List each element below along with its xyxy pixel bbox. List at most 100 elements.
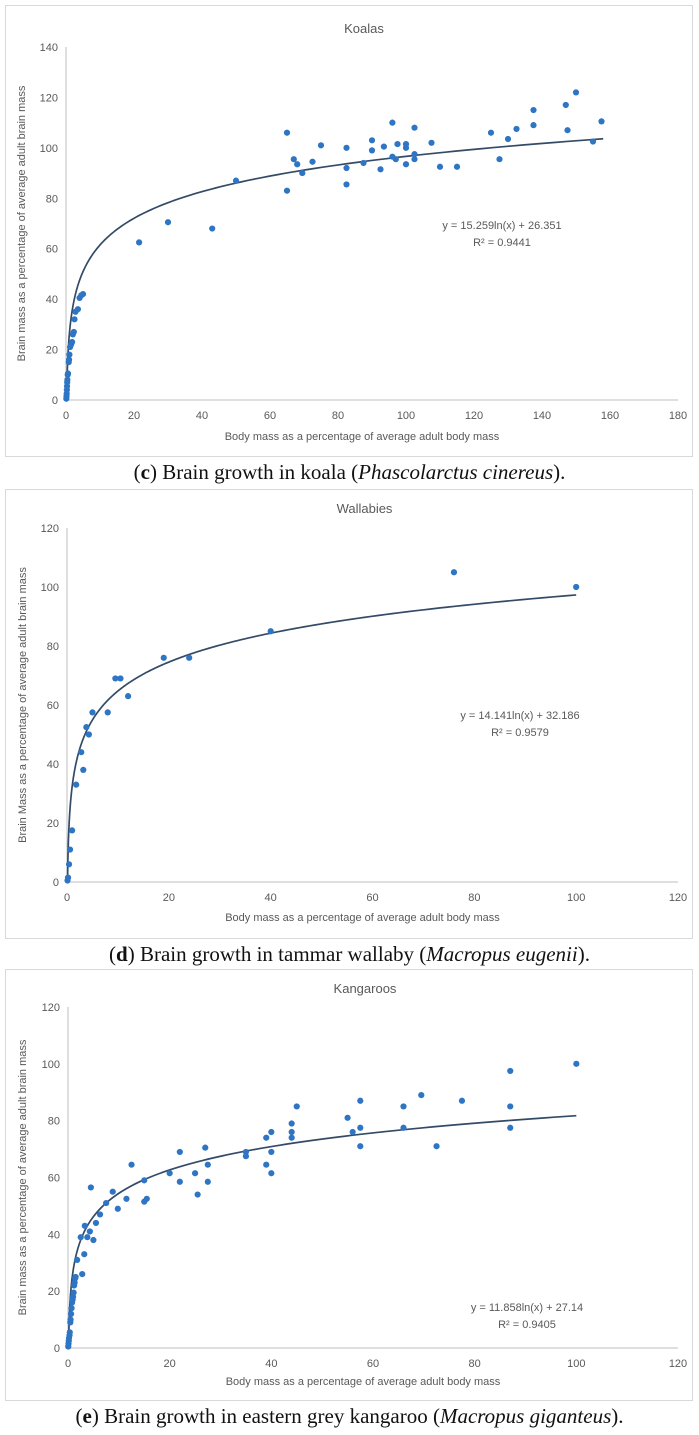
x-tick-label: 20 [164, 1358, 176, 1370]
data-point [160, 654, 167, 661]
chart-frame-koalas [5, 5, 693, 457]
data-point [402, 161, 410, 168]
trendline [65, 137, 604, 401]
data-point [85, 731, 92, 738]
data-point [242, 1153, 250, 1160]
data-point [411, 124, 418, 131]
data-point [309, 158, 316, 165]
data-point [92, 1219, 100, 1227]
data-point [402, 144, 410, 151]
data-point [232, 177, 240, 184]
data-point [288, 1120, 295, 1127]
data-point [433, 1143, 440, 1150]
data-point [368, 147, 376, 154]
data-point [268, 1170, 275, 1177]
y-axis-title: Brain mass as a percentage of average ad… [16, 85, 28, 361]
data-point [64, 370, 72, 377]
caption-text: Brain growth in koala ( [156, 460, 359, 484]
data-point [104, 709, 111, 716]
data-point [263, 1161, 270, 1168]
data-point [487, 129, 495, 136]
data-point [283, 129, 291, 136]
data-point [389, 119, 396, 126]
data-point [66, 1329, 73, 1336]
trendline-equation: y = 11.858ln(x) + 27.14 [471, 1302, 583, 1314]
data-point [166, 1170, 173, 1177]
data-point [343, 164, 350, 172]
chart-frame-kangaroos [5, 969, 693, 1401]
x-tick-label: 120 [669, 892, 687, 904]
y-tick-label: 0 [52, 395, 58, 407]
x-axis-title: Body mass as a percentage of average adu… [225, 431, 500, 443]
data-point [90, 1236, 97, 1244]
x-tick-label: 100 [397, 410, 415, 422]
data-point [507, 1103, 514, 1110]
data-point [191, 1170, 199, 1177]
data-point [572, 89, 580, 96]
y-tick-label: 120 [41, 523, 59, 535]
x-tick-label: 60 [366, 892, 378, 904]
data-point [418, 1091, 425, 1099]
data-point [109, 1188, 116, 1195]
data-point [242, 1148, 250, 1156]
data-point [450, 569, 458, 576]
data-point [70, 1289, 77, 1296]
data-point [96, 1211, 104, 1218]
data-point [70, 328, 77, 336]
caption-letter: e [82, 1404, 92, 1428]
data-point [87, 1184, 94, 1191]
y-axis-title: Brain mass as a percentage of average ad… [17, 1039, 29, 1315]
y-tick-label: 60 [48, 1173, 60, 1185]
data-point [507, 1067, 514, 1075]
data-point [65, 861, 73, 868]
trendline [66, 594, 577, 876]
y-tick-label: 40 [48, 1229, 60, 1241]
data-point [164, 219, 172, 226]
caption-end: ). [611, 1404, 624, 1428]
x-tick-label: 80 [468, 892, 480, 904]
data-point [268, 1128, 275, 1136]
data-point [394, 140, 401, 148]
x-tick-label: 120 [669, 1358, 687, 1370]
x-tick-label: 20 [128, 410, 140, 422]
x-axis-title: Body mass as a percentage of average adu… [225, 912, 500, 924]
data-point [67, 1310, 75, 1317]
data-point [294, 161, 301, 168]
data-point [263, 1134, 270, 1141]
x-tick-label: 100 [567, 892, 585, 904]
data-point [143, 1195, 150, 1202]
x-tick-label: 80 [332, 410, 344, 422]
trendline-equation: y = 14.141ln(x) + 32.186 [460, 710, 579, 722]
data-point [89, 709, 96, 716]
r-squared-label: R² = 0.9405 [498, 1319, 556, 1331]
y-tick-label: 80 [46, 193, 58, 205]
data-point [65, 356, 73, 363]
data-point [176, 1178, 183, 1185]
chart-wallabies: Wallabies 0 20 40 60 80 100 120 0 20 40 60 80 100 120 B… [17, 501, 687, 924]
data-point [380, 143, 387, 150]
data-point [288, 1128, 295, 1136]
caption-letter: c [140, 460, 150, 484]
data-point [81, 1251, 88, 1258]
data-point [64, 376, 71, 383]
data-point [84, 1234, 91, 1241]
data-point [268, 1148, 275, 1156]
data-point [86, 1228, 93, 1235]
data-point [562, 101, 569, 109]
caption-end: ). [577, 942, 590, 966]
data-point [377, 166, 384, 173]
data-point [496, 156, 503, 163]
x-tick-label: 180 [669, 410, 687, 422]
y-tick-label: 120 [42, 1002, 60, 1014]
y-tick-label: 0 [53, 877, 59, 889]
data-point [343, 181, 350, 188]
data-point [77, 1234, 84, 1241]
data-point [79, 291, 87, 298]
caption-letter: d [116, 942, 128, 966]
x-tick-label: 40 [265, 892, 277, 904]
y-tick-label: 60 [46, 244, 58, 256]
x-tick-label: 60 [264, 410, 276, 422]
y-tick-label: 20 [47, 818, 59, 830]
r-squared-label: R² = 0.9579 [491, 727, 549, 739]
data-point [176, 1148, 183, 1156]
